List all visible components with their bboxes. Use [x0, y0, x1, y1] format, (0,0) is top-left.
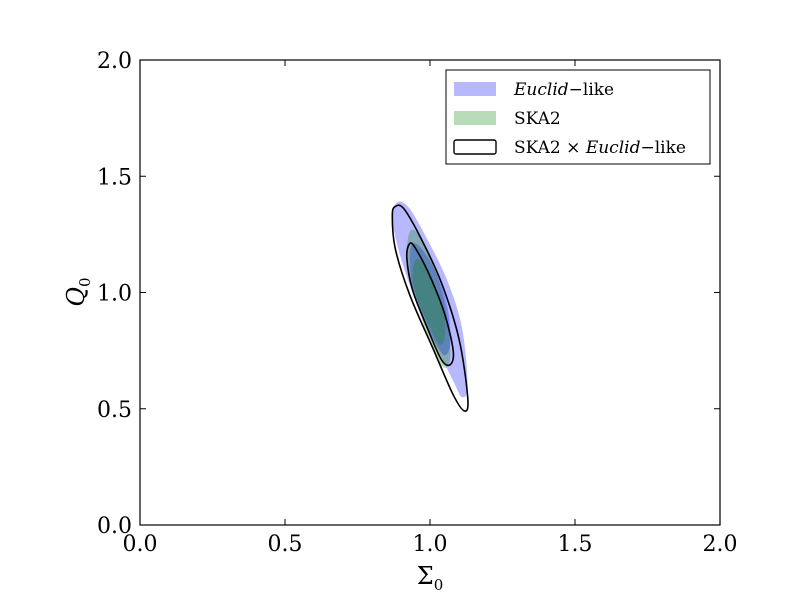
legend-swatch-0	[454, 82, 496, 96]
legend-box	[445, 69, 711, 165]
legend-label-0: Euclid−like	[513, 80, 614, 100]
legend-swatch-1	[454, 111, 496, 125]
contour-layer	[391, 201, 469, 412]
legend-label-2: SKA2 × Euclid−like	[514, 138, 686, 158]
x-tick-label: 0.5	[268, 532, 303, 557]
series-2-contour-1σ	[405, 242, 455, 367]
y-tick-label: 1.5	[97, 165, 132, 190]
y-axis-label: Q0	[62, 277, 94, 306]
y-tick-labels: 0.0 0.5 1.0 1.5 2.0	[97, 49, 132, 539]
x-tick-label: 2.0	[703, 532, 738, 557]
series-2-contour-2σ	[391, 204, 469, 412]
legend: Euclid−like SKA2 SKA2 × Euclid−like	[445, 69, 711, 165]
legend-label-1: SKA2	[514, 109, 561, 129]
x-tick-label: 1.5	[558, 532, 593, 557]
y-tick-label: 2.0	[97, 49, 132, 74]
series-1-contour-2σ	[406, 229, 451, 368]
y-tick-label: 0.0	[97, 514, 132, 539]
legend-swatch-2	[453, 139, 497, 155]
series-0-contour-1σ	[409, 243, 451, 356]
series-0-contour-2σ	[392, 201, 468, 398]
y-tick-label: 0.5	[97, 398, 132, 423]
axis-ticks	[140, 60, 720, 525]
x-tick-label: 0.0	[123, 532, 158, 557]
series-1-contour-1σ	[412, 259, 446, 345]
x-axis-label: Σ0	[417, 562, 444, 594]
x-tick-label: 1.0	[413, 532, 448, 557]
x-tick-labels: 0.0 0.5 1.0 1.5 2.0	[123, 532, 738, 557]
y-tick-label: 1.0	[97, 282, 132, 307]
